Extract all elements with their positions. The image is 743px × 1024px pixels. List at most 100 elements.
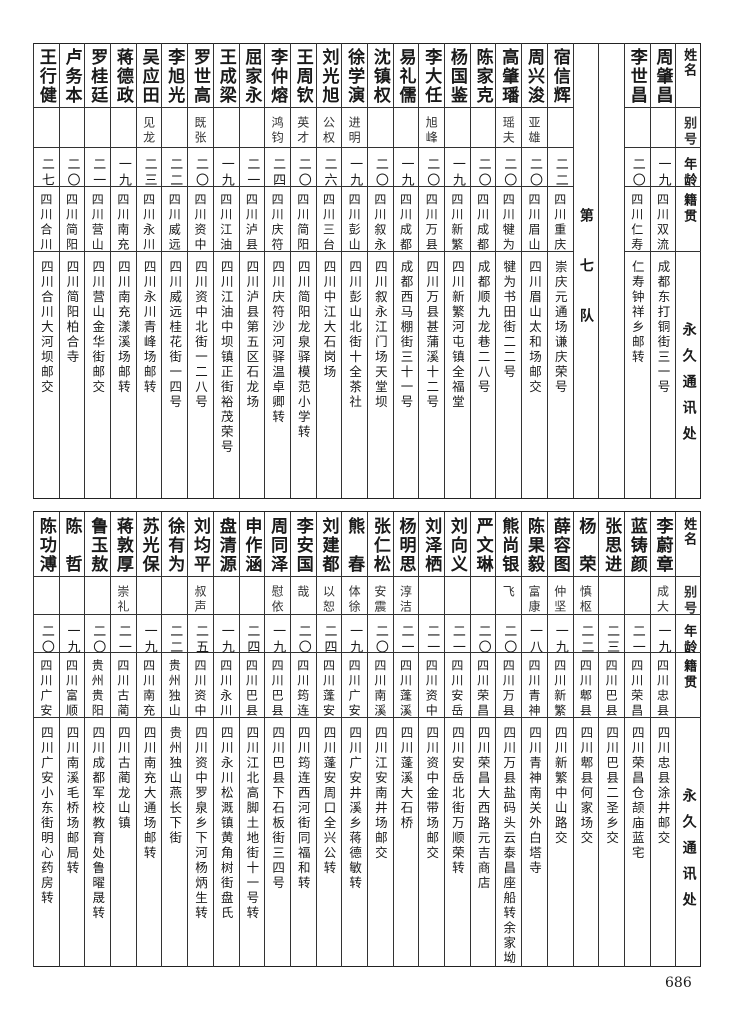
name-text: 蒋德政 [112, 48, 133, 105]
name-cell: 刘光旭 [316, 43, 342, 108]
name-text: 陈家克 [472, 48, 493, 105]
age-text: 二二 [578, 624, 594, 656]
age-cell: 一九 [547, 615, 573, 656]
alias-cell: 亚雄 [522, 108, 547, 148]
address-cell: 四川巴县下石板街三四号 [265, 718, 290, 967]
name-cell: 李大任 [419, 43, 445, 108]
name-text: 熊 春 [344, 517, 365, 574]
alias-cell: 崇礼 [111, 577, 136, 615]
address-text: 四川江北高脚土地街十一号转 [244, 726, 260, 921]
age-cell: 二〇 [188, 148, 213, 189]
table-row: 刘向义 二一 四川安岳 四川安岳北街万顺荣转 [444, 512, 470, 967]
name-text: 陈果毅 [523, 517, 544, 574]
name-text: 罗世高 [189, 48, 210, 105]
alias-cell: 安震 [368, 577, 393, 615]
alias-cell: 成大 [650, 577, 676, 615]
origin-cell: 四川仁寿 [624, 187, 650, 253]
alias-cell [445, 108, 470, 148]
origin-cell: 四川郫县 [573, 653, 599, 719]
age-text: 二〇 [192, 157, 208, 189]
alias-cell: 见龙 [136, 108, 162, 148]
name-text: 申作涵 [241, 517, 262, 574]
name-cell: 罗世高 [188, 43, 213, 108]
name-cell: 姓名 [676, 43, 701, 108]
alias-cell [59, 577, 85, 615]
table-row: 罗桂廷 二一 四川营山 四川营山金华街邮交 [84, 43, 111, 498]
table-row: 周肇昌 一九 四川双流 成都东打铜街三一号 [649, 43, 676, 498]
age-header: 年龄 [681, 157, 697, 189]
address-cell: 四川中江大石岗场 [317, 252, 342, 498]
origin-cell: 籍贯 [676, 187, 701, 252]
address-text: 四川简阳柏合寺 [64, 260, 80, 365]
name-text: 罗桂廷 [87, 48, 108, 105]
address-cell: 仁寿钟祥乡邮转 [625, 252, 650, 498]
origin-text: 四川三台 [321, 193, 336, 253]
table-row: 蒋德政 一九 四川南充 四川南充漾溪场邮转 [110, 43, 136, 498]
age-text: 一九 [347, 624, 363, 656]
name-text: 盘清源 [215, 517, 236, 574]
address-cell: 四川永川松溉镇黄角树街盘氏 [214, 718, 239, 967]
age-text: 二一 [398, 624, 414, 656]
table-row: 罗世高 既张 二〇 四川资中 四川资中北街一二八号 [187, 43, 213, 498]
name-cell: 杨明思 [393, 512, 419, 577]
origin-text: 四川资中 [192, 659, 207, 719]
address-cell: 四川南充大通场邮转 [137, 718, 162, 967]
address-cell: 四川新繁河屯镇全福堂 [445, 252, 470, 498]
origin-cell: 四川营山 [85, 187, 111, 253]
origin-cell: 四川重庆 [547, 187, 573, 253]
table-row: 刘建都 以恕 二四 四川蓬安 四川蓬安周口全兴公转 [315, 512, 342, 967]
age-text: 一九 [270, 624, 286, 656]
address-cell: 四川永川青峰场邮转 [137, 252, 162, 498]
name-text: 李大任 [421, 48, 442, 105]
origin-text: 四川威远 [167, 193, 182, 253]
table-row: 陈功溥 二〇 四川广安 四川广安小东街明心药房转 [33, 512, 59, 967]
origin-text: 贵州贵阳 [90, 659, 105, 719]
alias-text: 既张 [192, 116, 207, 146]
alias-cell [368, 108, 393, 148]
name-cell: 屈家永 [239, 43, 265, 108]
origin-cell: 籍贯 [676, 653, 701, 718]
origin-text: 四川万县 [424, 193, 439, 253]
address-cell: 四川成都军校教育处鲁曜晟转 [85, 718, 110, 967]
address-text: 四川新繁中山路交 [552, 726, 568, 846]
address-text: 四川古蔺龙山镇 [115, 726, 131, 831]
age-cell: 二〇 [368, 615, 393, 656]
origin-text: 四川忠县 [655, 659, 670, 719]
address-cell: 四川巴县二圣乡交 [599, 718, 624, 967]
alias-cell: 淳洁 [393, 577, 419, 615]
alias-cell [239, 577, 265, 615]
age-text: 一九 [218, 624, 234, 656]
origin-text: 四川永川 [141, 193, 156, 253]
origin-cell: 四川富顺 [59, 653, 85, 719]
address-text: 四川资中北街一二八号 [192, 260, 208, 410]
name-text: 易礼儒 [395, 48, 416, 105]
name-text: 张思进 [601, 517, 622, 574]
address-text: 贵州独山燕长下街 [167, 726, 183, 846]
age-cell: 二七 [34, 148, 59, 189]
origin-text: 四川安岳 [449, 659, 464, 719]
alias-cell [162, 108, 188, 148]
page-number: 686 [665, 975, 692, 991]
address-text: 四川青神南关外白塔寺 [526, 726, 542, 876]
address-text: 四川广安井溪乡蒋德敏转 [347, 726, 363, 891]
table-row: 陈家克 二〇 四川成都 成都顺九龙巷二八号 [469, 43, 496, 498]
age-cell: 年龄 [676, 148, 701, 189]
name-cell: 吴应田 [136, 43, 162, 108]
name-cell: 杨国鉴 [445, 43, 470, 108]
origin-text: 四川永川 [218, 659, 233, 719]
table-row: 蓝铸颜 二一 四川荣昌 四川荣昌仓颉庙蓝宅 [623, 512, 650, 967]
age-text: 二五 [192, 624, 208, 656]
table-row: 杨 荣慎枢 二二 四川郫县 四川郫县何家场交 [572, 512, 599, 967]
name-text: 薛容图 [549, 517, 570, 574]
alias-text: 公权 [321, 116, 336, 146]
address-cell: 四川江安南井场邮交 [368, 718, 393, 967]
alias-text: 叔声 [192, 585, 207, 615]
age-text: 二〇 [629, 157, 645, 189]
address-text: 仁寿钟祥乡邮转 [629, 260, 645, 365]
name-text: 李蔚章 [652, 517, 673, 574]
origin-cell: 四川广安 [342, 653, 367, 719]
age-text: 二〇 [372, 624, 388, 656]
origin-text: 四川蓬溪 [398, 659, 413, 719]
alias-header: 别号 [681, 116, 697, 148]
alias-cell [136, 577, 162, 615]
